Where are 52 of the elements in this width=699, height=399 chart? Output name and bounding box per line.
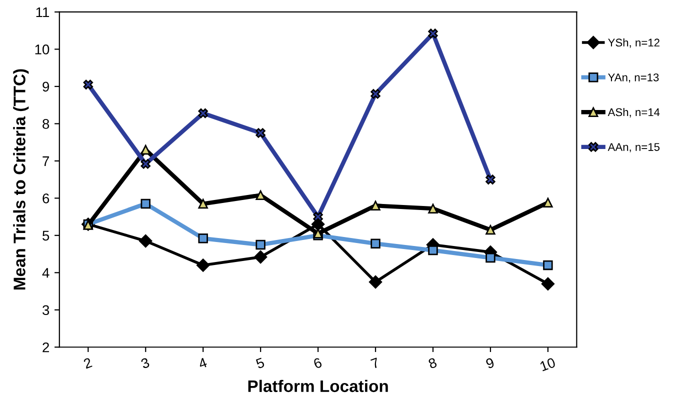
- point: [256, 240, 266, 250]
- y-tick-label: 5: [42, 230, 50, 241]
- x-tick-label: 9: [485, 357, 495, 369]
- point: [140, 144, 150, 155]
- legend-label: YAn, n=13: [608, 73, 659, 83]
- point: [486, 224, 496, 235]
- legend-label: AAn, n=15: [608, 143, 660, 152]
- point: [543, 260, 553, 270]
- x-tick-label: 4: [198, 357, 208, 369]
- y-tick-label: 11: [36, 7, 50, 18]
- x-tick-label: 7: [370, 358, 380, 369]
- x-tick-label: 6: [312, 357, 322, 369]
- y-tick-label: 7: [42, 156, 49, 166]
- y-tick-label: 4: [42, 268, 50, 278]
- point: [541, 277, 555, 290]
- point: [428, 245, 438, 256]
- point: [486, 252, 496, 263]
- point: [139, 234, 152, 248]
- y-tick-label: 10: [35, 44, 50, 54]
- point: [198, 234, 208, 244]
- x-tick-label: 3: [140, 357, 150, 369]
- x-tick-label: 5: [255, 358, 265, 369]
- point: [313, 212, 323, 222]
- y-tick-label: 6: [42, 194, 50, 204]
- point: [83, 80, 94, 90]
- y-tick-label: 8: [42, 119, 50, 129]
- point: [486, 174, 496, 184]
- point: [370, 200, 380, 210]
- point: [256, 128, 266, 138]
- y-tick-label: 2: [42, 342, 49, 352]
- point: [198, 198, 208, 209]
- y-tick-label: 3: [42, 305, 50, 316]
- y-axis-title: Mean Trials to Criteria (TTC): [13, 69, 29, 290]
- x-tick-label: 8: [428, 357, 438, 369]
- x-tick-label: 10: [540, 357, 556, 372]
- legend-label: ASh, n=14: [608, 108, 660, 118]
- point: [254, 250, 268, 264]
- point: [140, 198, 150, 209]
- legend-label: YSh, n=12: [608, 38, 660, 48]
- point: [368, 275, 382, 289]
- point: [370, 238, 380, 248]
- point: [198, 108, 208, 118]
- point: [196, 258, 210, 272]
- point: [256, 190, 266, 200]
- x-axis-title: Platform Location: [248, 380, 388, 392]
- point: [428, 204, 438, 214]
- point: [370, 89, 380, 99]
- point: [543, 198, 553, 208]
- x-tick-label: 2: [83, 357, 92, 369]
- y-tick-label: 9: [42, 82, 50, 92]
- point: [140, 159, 150, 169]
- point: [428, 28, 438, 38]
